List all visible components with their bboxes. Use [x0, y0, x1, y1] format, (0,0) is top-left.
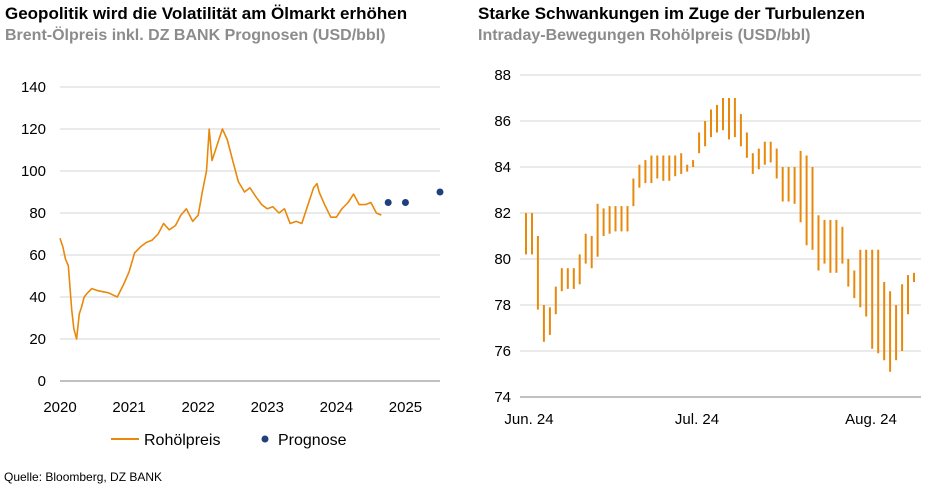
right-x-tick-label: Jun. 24 [504, 411, 553, 428]
legend-label-prognose: Prognose [278, 432, 347, 449]
right-y-tick-label: 86 [494, 113, 511, 130]
left-axis: 0 20 40 60 80 100 120 140 2020 2021 2022 2023 2024 20… [21, 79, 440, 416]
left-x-tick-label: 2025 [389, 399, 422, 416]
right-y-tick-label: 82 [494, 205, 511, 222]
right-x-tick-label: Aug. 24 [845, 411, 897, 428]
left-chart-title: Geopolitik wird die Volatilität am Ölmar… [5, 4, 408, 23]
left-y-tick-label: 80 [29, 205, 46, 222]
left-y-tick-label: 120 [21, 121, 46, 138]
left-x-tick-label: 2021 [112, 399, 145, 416]
left-y-tick-label: 0 [38, 373, 46, 390]
left-chart-subtitle: Brent-Ölpreis inkl. DZ BANK Prognosen (U… [5, 27, 386, 44]
prognose-point [436, 188, 444, 196]
right-bars [525, 98, 915, 372]
left-y-tick-label: 20 [29, 331, 46, 348]
right-y-tick-label: 80 [494, 251, 511, 268]
legend-marker-prognose [261, 435, 269, 443]
left-y-tick-label: 140 [21, 79, 46, 96]
right-chart-subtitle: Intraday-Bewegungen Rohölpreis (USD/bbl) [478, 27, 811, 44]
left-x-tick-label: 2022 [181, 399, 214, 416]
left-y-tick-label: 60 [29, 247, 46, 264]
right-y-tick-label: 88 [494, 67, 511, 84]
legend-label-rohoelpreis: Rohölpreis [144, 432, 220, 449]
right-y-tick-label: 76 [494, 343, 511, 360]
left-y-tick-label: 40 [29, 289, 46, 306]
left-x-tick-label: 2020 [43, 399, 76, 416]
right-axis: 74 76 78 80 82 84 86 88 Jun. 24 Jul. 24 Aug. 24 [494, 67, 921, 428]
right-grid [520, 74, 921, 352]
left-x-tick-label: 2023 [251, 399, 284, 416]
right-x-tick-label: Jul. 24 [675, 411, 719, 428]
right-y-tick-label: 74 [494, 389, 511, 406]
right-chart-title: Starke Schwankungen im Zuge der Turbulen… [478, 4, 865, 23]
left-grid [60, 86, 440, 340]
rohoelpreis-line [59, 128, 382, 340]
right-y-tick-label: 84 [494, 159, 511, 176]
left-y-tick-label: 100 [21, 163, 46, 180]
right-y-tick-label: 78 [494, 297, 511, 314]
left-series [59, 128, 444, 340]
left-legend: Rohölpreis Prognose [111, 432, 347, 449]
prognose-point [384, 199, 392, 206]
left-x-tick-label: 2024 [320, 399, 353, 416]
source-note: Quelle: Bloomberg, DZ BANK [4, 470, 163, 484]
prognose-point [401, 199, 409, 206]
